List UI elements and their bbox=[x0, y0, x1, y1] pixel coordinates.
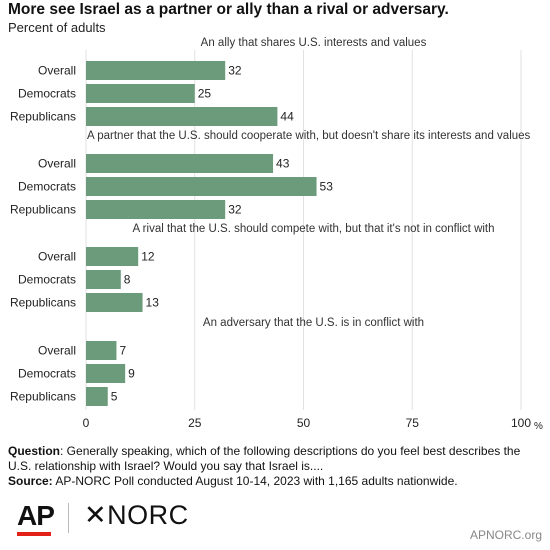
norc-logo: ✕NORC bbox=[84, 500, 189, 531]
ap-logo: AP bbox=[17, 500, 55, 531]
chart-footer: Question: Generally speaking, which of t… bbox=[8, 444, 544, 489]
source-text: AP-NORC Poll conducted August 10-14, 202… bbox=[52, 474, 458, 488]
x-tick-label: 100 bbox=[511, 416, 531, 430]
x-unit-label: % bbox=[534, 421, 543, 432]
data-label: 8 bbox=[124, 273, 131, 287]
category-label: Democrats bbox=[18, 180, 76, 194]
source-label: Source: bbox=[8, 474, 53, 488]
group-label: A rival that the U.S. should compete wit… bbox=[132, 223, 494, 235]
group-label: An adversary that the U.S. is in conflic… bbox=[203, 317, 424, 329]
data-label: 9 bbox=[128, 367, 135, 381]
category-label: Overall bbox=[38, 344, 76, 358]
category-label: Democrats bbox=[18, 87, 76, 101]
x-tick-label: 0 bbox=[83, 416, 90, 430]
bar bbox=[86, 387, 108, 406]
source-note: Source: AP-NORC Poll conducted August 10… bbox=[8, 474, 544, 489]
data-label: 13 bbox=[146, 296, 160, 310]
ap-logo-underline bbox=[17, 532, 51, 536]
bar bbox=[86, 364, 126, 383]
group-label: A partner that the U.S. should cooperate… bbox=[87, 130, 531, 142]
data-label: 5 bbox=[111, 390, 118, 404]
bar bbox=[86, 61, 226, 80]
data-label: 44 bbox=[280, 110, 294, 124]
chart-title: More see Israel as a partner or ally tha… bbox=[8, 1, 449, 18]
bar-chart: An ally that shares U.S. interests and v… bbox=[10, 37, 543, 432]
data-label: 43 bbox=[276, 157, 290, 171]
group-label: An ally that shares U.S. interests and v… bbox=[201, 37, 427, 49]
category-label: Democrats bbox=[18, 273, 76, 287]
bar bbox=[86, 177, 317, 196]
norc-logo-text: NORC bbox=[107, 500, 189, 530]
bar bbox=[86, 154, 274, 173]
x-tick-label: 75 bbox=[406, 416, 420, 430]
chart-subtitle: Percent of adults bbox=[8, 20, 106, 35]
question-label: Question bbox=[8, 444, 61, 458]
data-label: 32 bbox=[228, 203, 242, 217]
category-label: Overall bbox=[38, 64, 76, 78]
category-label: Democrats bbox=[18, 367, 76, 381]
x-tick-label: 50 bbox=[297, 416, 311, 430]
data-label: 7 bbox=[119, 344, 126, 358]
bar bbox=[86, 270, 121, 289]
bar bbox=[86, 341, 117, 360]
data-label: 32 bbox=[228, 64, 242, 78]
bar bbox=[86, 247, 139, 266]
data-label: 53 bbox=[320, 180, 334, 194]
category-label: Republicans bbox=[10, 390, 76, 404]
apnorc-url: APNORC.org bbox=[469, 528, 542, 542]
question-note: Question: Generally speaking, which of t… bbox=[8, 444, 544, 474]
category-label: Republicans bbox=[10, 110, 76, 124]
bar bbox=[86, 84, 195, 103]
bar bbox=[86, 107, 278, 126]
bar bbox=[86, 200, 226, 219]
logo-divider bbox=[68, 503, 69, 533]
data-label: 25 bbox=[198, 87, 212, 101]
category-label: Republicans bbox=[10, 203, 76, 217]
data-label: 12 bbox=[141, 250, 155, 264]
norc-star-icon: ✕ bbox=[84, 500, 108, 530]
category-label: Overall bbox=[38, 157, 76, 171]
category-label: Republicans bbox=[10, 296, 76, 310]
category-label: Overall bbox=[38, 250, 76, 264]
x-tick-label: 25 bbox=[188, 416, 202, 430]
bar bbox=[86, 293, 143, 312]
question-text: : Generally speaking, which of the follo… bbox=[8, 444, 521, 473]
